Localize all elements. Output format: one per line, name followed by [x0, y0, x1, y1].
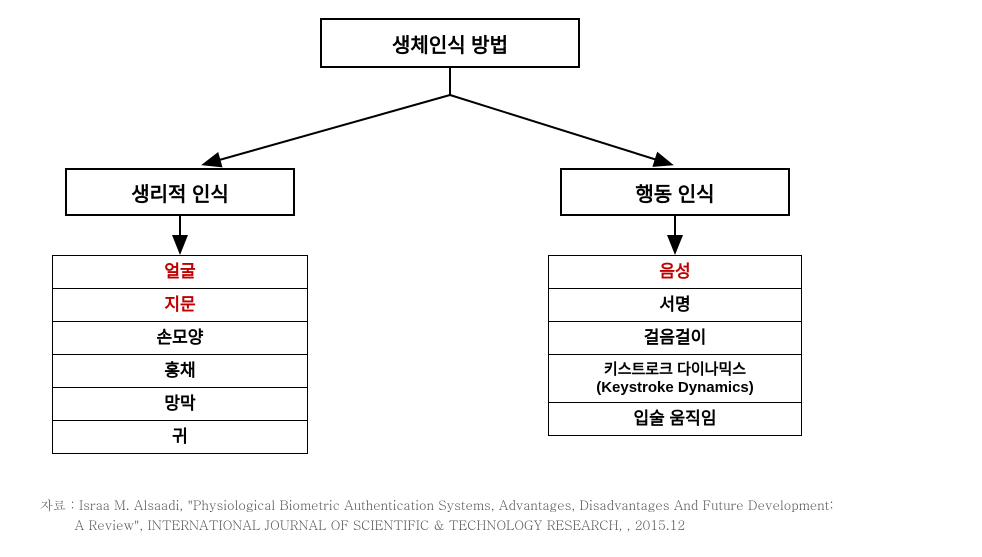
left-item-cell: 지문 [53, 289, 308, 322]
right-items-table: 음성서명걸음걸이키스트로크 다이나믹스(Keystroke Dynamics)입… [548, 255, 802, 436]
table-row: 걸음걸이 [549, 322, 802, 355]
root-label: 생체인식 방법 [392, 29, 508, 58]
left-item-cell: 손모양 [53, 322, 308, 355]
right-branch-node: 행동 인식 [560, 168, 790, 216]
table-row: 손모양 [53, 322, 308, 355]
table-row: 입술 움직임 [549, 403, 802, 436]
left-branch-label: 생리적 인식 [131, 178, 229, 207]
citation-line1: Israa M. Alsaadi, "Physiological Biometr… [79, 495, 834, 514]
table-row: 음성 [549, 256, 802, 289]
table-row: 지문 [53, 289, 308, 322]
right-item-cell: 걸음걸이 [549, 322, 802, 355]
table-row: 키스트로크 다이나믹스(Keystroke Dynamics) [549, 355, 802, 403]
table-row: 얼굴 [53, 256, 308, 289]
table-row: 홍채 [53, 355, 308, 388]
right-item-cell: 키스트로크 다이나믹스(Keystroke Dynamics) [549, 355, 802, 403]
right-item-cell: 서명 [549, 289, 802, 322]
left-branch-node: 생리적 인식 [65, 168, 295, 216]
right-item-cell: 음성 [549, 256, 802, 289]
table-row: 서명 [549, 289, 802, 322]
citation-line2: A Review", INTERNATIONAL JOURNAL OF SCIE… [75, 515, 685, 534]
table-row: 망막 [53, 388, 308, 421]
left-item-cell: 홍채 [53, 355, 308, 388]
right-item-cell: 입술 움직임 [549, 403, 802, 436]
left-item-cell: 망막 [53, 388, 308, 421]
left-item-cell: 귀 [53, 421, 308, 454]
left-item-cell: 얼굴 [53, 256, 308, 289]
citation-text: 자료 : Israa M. Alsaadi, "Physiological Bi… [40, 495, 940, 534]
root-node: 생체인식 방법 [320, 18, 580, 68]
biometric-diagram: 생체인식 방법 생리적 인식 행동 인식 얼굴지문손모양홍채망막귀 음성서명걸음… [0, 0, 982, 490]
right-branch-label: 행동 인식 [635, 178, 714, 207]
table-row: 귀 [53, 421, 308, 454]
left-items-table: 얼굴지문손모양홍채망막귀 [52, 255, 308, 454]
citation-prefix: 자료 : [40, 495, 79, 514]
